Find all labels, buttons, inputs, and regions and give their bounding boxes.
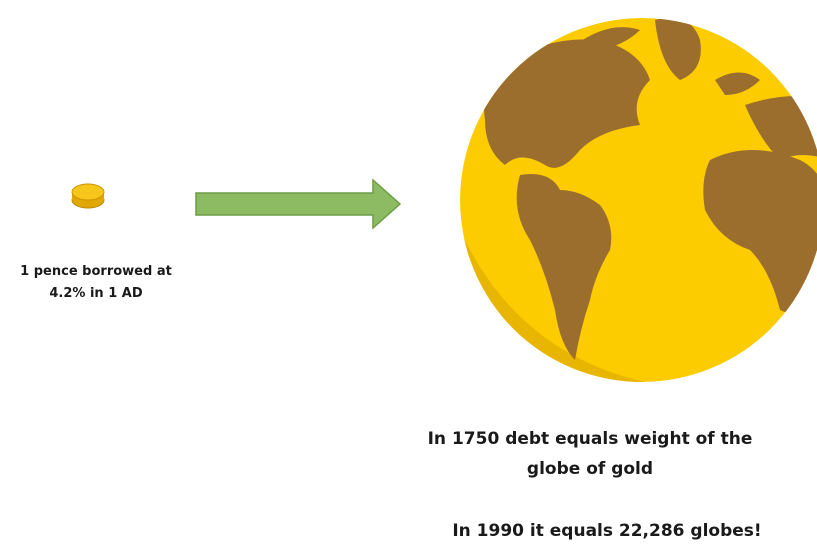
coin-caption-line: 4.2% in 1 AD <box>49 286 142 301</box>
coin <box>71 183 105 209</box>
footnote: In 1990 it equals 22,286 globes! <box>452 521 761 541</box>
coin-caption-line: 1 pence borrowed at <box>20 264 172 279</box>
globe <box>460 18 817 382</box>
globe-caption-line: globe of gold <box>527 459 653 479</box>
arrow <box>195 178 402 230</box>
globe-caption-line: In 1750 debt equals weight of the <box>428 429 753 449</box>
